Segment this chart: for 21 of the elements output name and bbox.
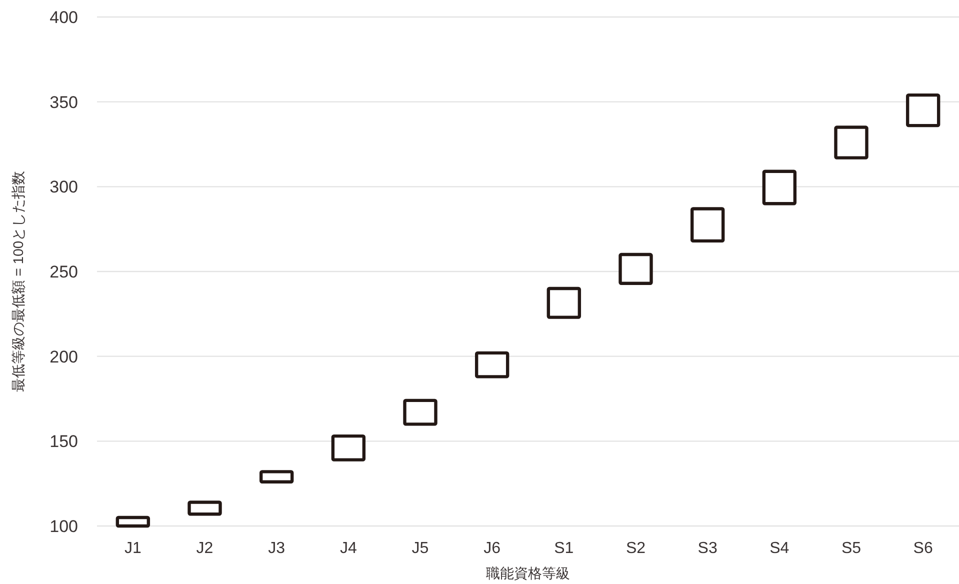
y-tick-label: 300 [50, 178, 78, 197]
x-tick-label: J2 [196, 540, 214, 557]
y-tick-label: 400 [50, 8, 78, 27]
y-axis-title: 最低等級の最低額 = 100とした指数 [10, 170, 26, 392]
y-tick-label: 200 [50, 347, 78, 366]
y-tick-label: 100 [50, 517, 78, 536]
x-tick-label: S2 [626, 540, 646, 557]
x-tick-label: S1 [554, 540, 574, 557]
x-tick-label: S4 [770, 540, 790, 557]
x-tick-label: S3 [698, 540, 718, 557]
x-tick-label: J4 [340, 540, 357, 557]
x-axis-title: 職能資格等級 [486, 565, 570, 581]
y-tick-label: 150 [50, 432, 78, 452]
y-tick-label: 250 [50, 262, 78, 282]
x-tick-label: J5 [412, 540, 429, 557]
x-tick-label: J1 [124, 540, 142, 557]
y-tick-label: 350 [50, 92, 78, 112]
x-tick-label: J6 [484, 540, 501, 557]
x-tick-label: J3 [268, 540, 286, 557]
x-tick-label: S5 [841, 540, 862, 557]
x-tick-label: S6 [913, 540, 933, 557]
